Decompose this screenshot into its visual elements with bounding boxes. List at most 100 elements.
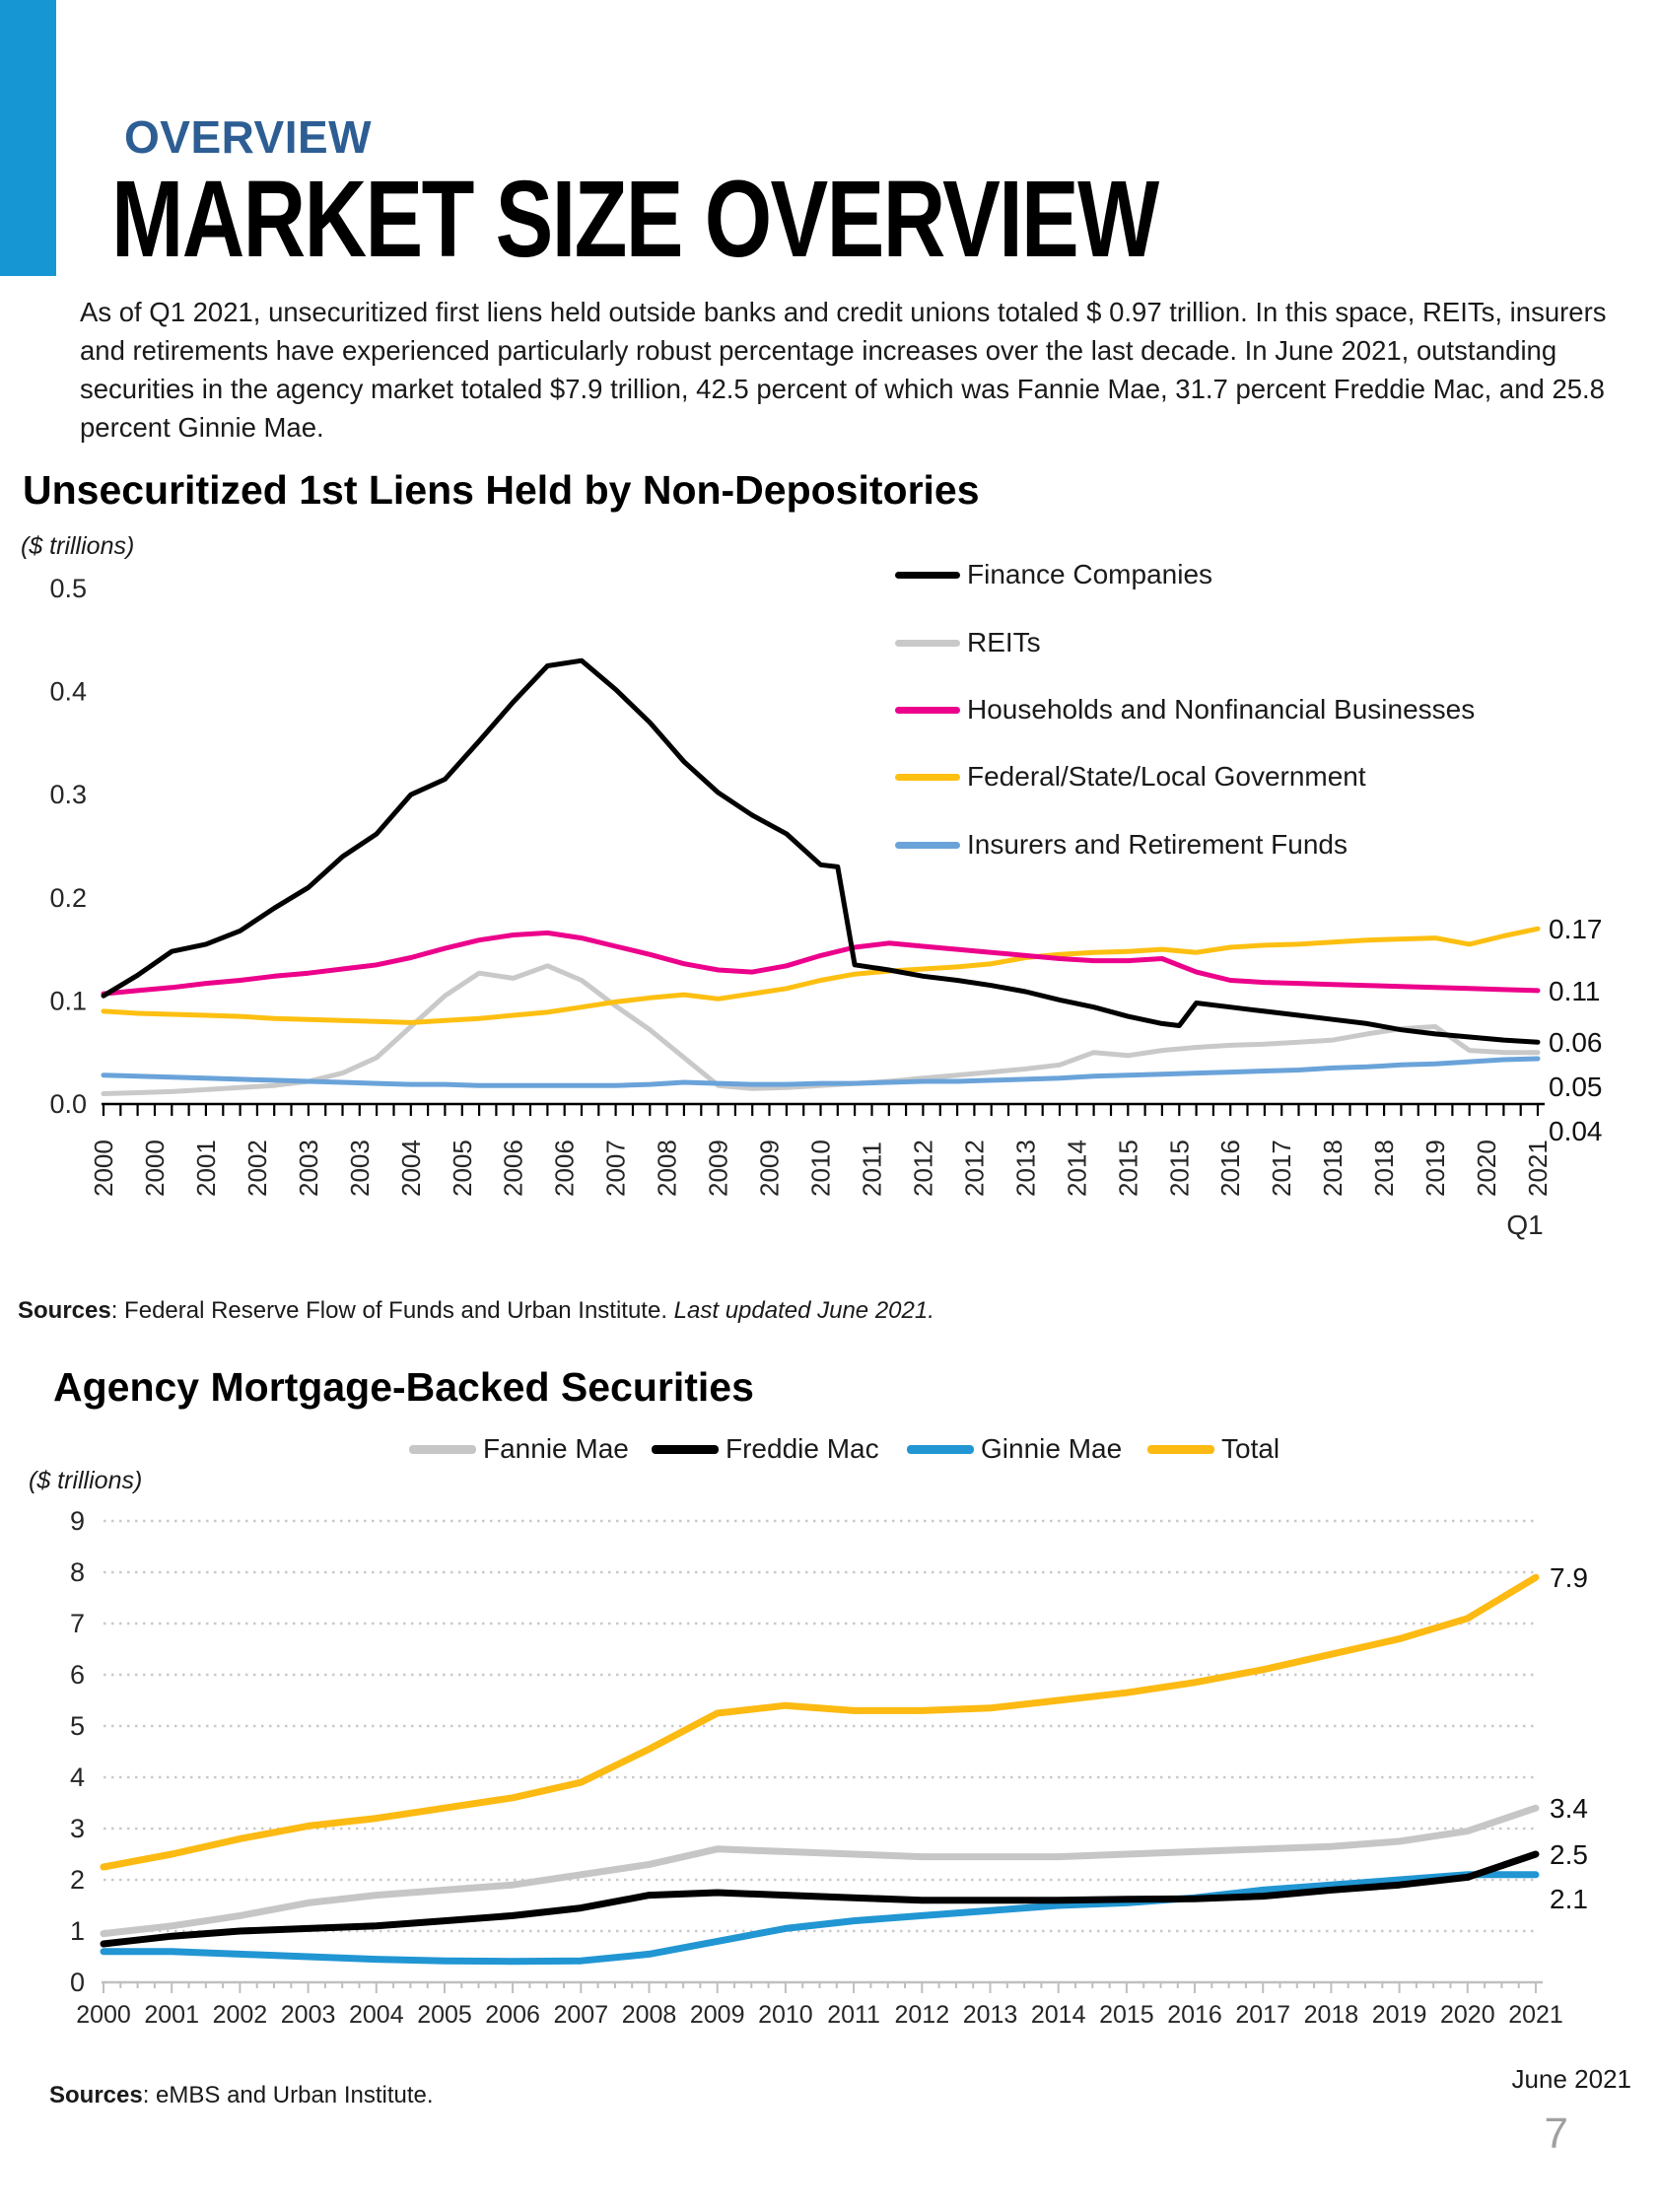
x-tick-label: 2001 xyxy=(144,2001,199,2029)
x-tick-label: 2002 xyxy=(213,2001,268,2029)
legend-swatch xyxy=(895,773,960,781)
y-tick-label: 0.5 xyxy=(49,574,87,603)
legend-item: Federal/State/Local Government xyxy=(895,761,1366,793)
x-tick-label: 2014 xyxy=(1031,2001,1086,2029)
source-text: : eMBS and Urban Institute. xyxy=(142,2082,434,2108)
legend-label: Total xyxy=(1221,1433,1280,1464)
legend-label: Insurers and Retirement Funds xyxy=(967,829,1348,860)
series-end-label: 3.4 xyxy=(1550,1793,1588,1824)
legend-swatch xyxy=(895,841,960,849)
y-tick-label: 4 xyxy=(70,1763,85,1792)
series-ginnie-mae xyxy=(100,1871,1540,1966)
x-tick-label: 2000 xyxy=(76,2001,131,2029)
x-tick-label: 2014 xyxy=(1062,1140,1091,1197)
x-axis-note: Q1 xyxy=(1506,1210,1543,1240)
x-tick-label: 2012 xyxy=(959,1140,989,1197)
x-tick-label: 2006 xyxy=(550,1140,580,1197)
series-end-label: 0.05 xyxy=(1549,1071,1603,1102)
legend-swatch xyxy=(907,1444,974,1454)
footer-date: June 2021 xyxy=(1511,2064,1631,2094)
series-freddie-mac xyxy=(100,1850,1540,1948)
x-tick-label: 2010 xyxy=(758,2001,813,2029)
page-number: 7 xyxy=(1544,2109,1568,2158)
x-tick-label: 2008 xyxy=(653,1140,682,1197)
series-households-and-nonfinancial-businesses xyxy=(101,930,1541,997)
x-tick-label: 2005 xyxy=(417,2001,472,2029)
legend-item: REITs xyxy=(895,627,1041,658)
legend-swatch xyxy=(895,639,960,647)
x-tick-label: 2004 xyxy=(349,2001,404,2029)
x-tick-label: 2004 xyxy=(396,1140,426,1197)
x-tick-label: 2018 xyxy=(1318,1140,1348,1197)
x-tick-label: 2003 xyxy=(281,2001,336,2029)
x-tick-label: 2021 xyxy=(1523,1140,1553,1197)
x-tick-label: 2009 xyxy=(704,1140,733,1197)
x-tick-label: 2016 xyxy=(1215,1140,1245,1197)
y-tick-label: 9 xyxy=(70,1506,85,1536)
x-tick-label: 2016 xyxy=(1167,2001,1222,2029)
x-tick-label: 2021 xyxy=(1508,2001,1563,2029)
intro-paragraph: As of Q1 2021, unsecuritized first liens… xyxy=(80,297,1607,443)
legend-label: Freddie Mac xyxy=(726,1433,879,1464)
x-tick-label: 2018 xyxy=(1304,2001,1359,2029)
y-tick-label: 0 xyxy=(70,1968,85,1997)
x-tick-label: 2003 xyxy=(294,1140,323,1197)
y-tick-label: 8 xyxy=(70,1557,85,1587)
legend-item: Ginnie Mae xyxy=(907,1433,1122,1465)
x-tick-label: 2015 xyxy=(1113,1140,1142,1197)
legend-label: Ginnie Mae xyxy=(981,1433,1123,1464)
chart1-units-label: ($ trillions) xyxy=(21,532,135,560)
legend-label: Fannie Mae xyxy=(483,1433,629,1464)
x-tick-label: 2012 xyxy=(894,2001,949,2029)
series-insurers-and-retirement-funds xyxy=(101,1056,1541,1088)
series-end-label: 0.11 xyxy=(1549,976,1600,1006)
x-tick-label: 2019 xyxy=(1372,2001,1427,2029)
x-tick-label: 2017 xyxy=(1267,1140,1296,1197)
legend-item: Households and Nonfinancial Businesses xyxy=(895,694,1475,726)
y-tick-label: 0.1 xyxy=(49,986,87,1015)
x-tick-label: 2007 xyxy=(601,1140,631,1197)
y-tick-label: 1 xyxy=(70,1916,85,1946)
legend-label: Finance Companies xyxy=(967,559,1213,589)
series-end-label: 0.04 xyxy=(1549,1116,1603,1146)
legend-swatch xyxy=(895,571,960,579)
x-tick-label: 2002 xyxy=(242,1140,272,1197)
y-tick-label: 7 xyxy=(70,1609,85,1638)
x-tick-label: 2013 xyxy=(1010,1140,1040,1197)
legend-label: Federal/State/Local Government xyxy=(967,761,1366,792)
chart2-units-label: ($ trillions) xyxy=(29,1467,143,1494)
legend-item: Fannie Mae xyxy=(409,1433,629,1465)
series-end-label: 0.06 xyxy=(1549,1027,1603,1058)
series-fannie-mae xyxy=(100,1804,1540,1938)
x-tick-label: 2001 xyxy=(191,1140,221,1197)
series-finance-companies xyxy=(101,657,1541,1045)
legend-swatch xyxy=(409,1444,476,1454)
source-text: : Federal Reserve Flow of Funds and Urba… xyxy=(110,1297,674,1324)
y-tick-label: 0.3 xyxy=(49,780,87,809)
x-tick-label: 2008 xyxy=(622,2001,677,2029)
x-tick-label: 2010 xyxy=(806,1140,836,1197)
x-tick-label: 2003 xyxy=(345,1140,375,1197)
series-end-label: 7.9 xyxy=(1550,1562,1588,1593)
chart2-title: Agency Mortgage-Backed Securities xyxy=(53,1364,754,1410)
x-tick-label: 2020 xyxy=(1472,1140,1501,1197)
section-kicker: OVERVIEW xyxy=(124,111,373,163)
y-tick-label: 6 xyxy=(70,1660,85,1690)
x-tick-label: 2000 xyxy=(140,1140,170,1197)
x-tick-label: 2019 xyxy=(1420,1140,1450,1197)
chart1-title: Unsecuritized 1st Liens Held by Non-Depo… xyxy=(23,467,980,513)
legend-item: Insurers and Retirement Funds xyxy=(895,829,1348,861)
x-tick-label: 2011 xyxy=(827,2001,880,2029)
series-federal-state-local-government xyxy=(101,926,1541,1025)
source-updated: Last updated June 2021. xyxy=(673,1297,934,1324)
source-label: Sources xyxy=(49,2082,143,2108)
chart2-source-note: Sources: eMBS and Urban Institute. xyxy=(49,2082,434,2109)
x-tick-label: 2006 xyxy=(485,2001,540,2029)
y-tick-label: 0.0 xyxy=(49,1089,87,1119)
source-label: Sources xyxy=(18,1297,111,1324)
chart1-source-note: Sources: Federal Reserve Flow of Funds a… xyxy=(18,1297,934,1325)
y-tick-label: 0.2 xyxy=(49,883,87,913)
x-tick-label: 2015 xyxy=(1099,2001,1154,2029)
y-tick-label: 5 xyxy=(70,1711,85,1741)
